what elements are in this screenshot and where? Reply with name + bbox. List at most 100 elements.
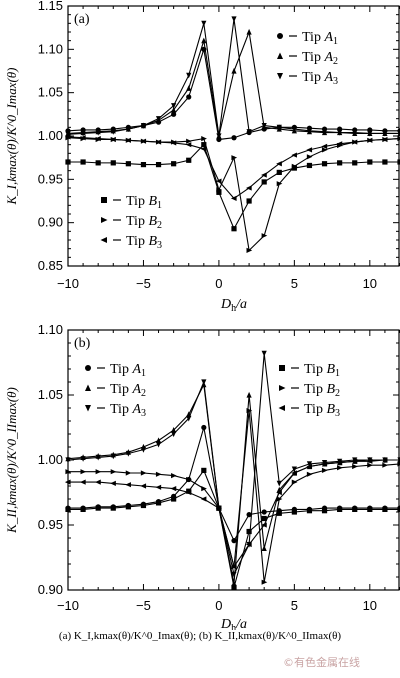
panel-b-legend-tip-b1-marker	[279, 365, 285, 371]
panel-a-series-tip-b2-point	[261, 233, 268, 239]
panel-a-series-tip-a3-point	[306, 128, 313, 134]
panel-b-series-tip-b3-point	[230, 564, 237, 570]
panel-b-series-tip-b1-point	[65, 506, 71, 512]
panel-b-legend-tip-b1-label: Tip B1	[304, 362, 340, 379]
panel-a-series-tip-b3-point	[230, 195, 237, 201]
panel-b-series-tip-b3-point	[381, 457, 388, 463]
panel-a-series-tip-a3-point	[337, 129, 343, 136]
panel-a-series-tip-b3-point	[200, 146, 207, 152]
figure-canvas: −10 −5 0 5 10 0.85 0.90 0.95 1.00 1.05 1.10 1.15 Dh/…	[4, 0, 400, 630]
panel-a-legend-tip-b2-marker	[101, 217, 108, 223]
panel-b-series-tip-b1-point	[352, 506, 358, 512]
panel-b-series-tip-a3-point	[276, 480, 282, 487]
panel-b-series-tip-b1-point	[80, 506, 86, 512]
panel-a-ytick-label: 0.85	[38, 258, 63, 273]
panel-b-series-tip-b1-point	[110, 505, 116, 511]
panel-a-series-tip-b1-point	[231, 226, 237, 232]
panel-b-series-tip-b3-point	[245, 541, 252, 548]
panel-a-series-tip-b3-point	[245, 185, 252, 191]
panel-b-legend-tip-b3-marker	[278, 405, 285, 411]
panel-b-legend-tip-a1-label: Tip A1	[110, 362, 146, 379]
panel-a-series-tip-b3-point	[351, 139, 358, 145]
panel-a-series-tip-b1-point	[352, 160, 358, 166]
panel-a-series-tip-a2-point	[201, 37, 207, 44]
panel-b-series-tip-b1-point	[201, 467, 207, 473]
panel-b-series-tip-a1-point	[246, 511, 252, 518]
panel-b-series-tip-b1-point	[382, 506, 388, 512]
panel-b-series-tip-b1-point	[140, 502, 147, 509]
panel-b-series-tip-b1-point	[276, 510, 282, 516]
panel-a-series-tip-a3-line	[67, 18, 400, 137]
panel-b-series-tip-b1-point	[155, 500, 162, 506]
panel-b-xlabel: Dh/a	[220, 617, 247, 630]
panel-a-series-tip-a3-point	[201, 20, 207, 27]
panel-a-ytick-label: 1.10	[38, 41, 63, 56]
panel-a: −10 −5 0 5 10 0.85 0.90 0.95 1.00 1.05 1.10 1.15 Dh/…	[4, 0, 400, 314]
panel-a-series-tip-b1-point	[321, 161, 328, 167]
panel-b-ytick-label: 1.05	[38, 387, 63, 402]
panel-a-series-tip-a3-point	[110, 129, 116, 135]
panel-b-series-tip-b3-point	[110, 480, 116, 486]
panel-a-series-tip-a3-point	[155, 116, 162, 122]
panel-b-series-tip-a1-point	[261, 509, 267, 515]
panel-a-series-tip-a2-point	[186, 85, 192, 91]
panel-b-series-tip-b1-point	[337, 506, 343, 512]
panel-a-series-tip-a1-point	[171, 111, 177, 117]
panel-a-ytick-label: 0.90	[38, 215, 63, 230]
panel-a-xtick-label: −5	[136, 276, 151, 291]
panel-b-series-tip-b3-point	[200, 496, 207, 502]
panel-a-series-tip-b1-point	[276, 169, 282, 175]
panel-b-series-tip-a3-point	[80, 456, 86, 462]
panel-b-xtick-label: 5	[291, 598, 298, 613]
panel-a-series-tip-b1-point	[261, 179, 267, 185]
panel-a-series-tip-b1-point	[246, 198, 252, 204]
panel-b-series-tip-b3-line	[68, 459, 400, 568]
panel-b-label: (b)	[74, 336, 91, 351]
panel-b-legend-tip-b2-marker	[279, 385, 286, 391]
panel-b-series-tip-a3-point	[65, 457, 71, 464]
panel-b-series-tip-b3-point	[125, 482, 131, 488]
panel-a-series-tip-a3-point	[125, 126, 131, 133]
panel-a-series-tip-a3-point	[231, 16, 237, 23]
panel-b-series-tip-b3-point	[155, 484, 162, 490]
panel-a-series-tip-a1-line	[67, 49, 400, 141]
panel-a-series-tip-b2-line	[67, 137, 400, 252]
panel-b-series-tip-b3-point	[170, 486, 177, 492]
panel-a-series-tip-b3-point	[140, 138, 147, 144]
panel-b-series-tip-b2-point	[95, 469, 102, 475]
panel-a-series-tip-a3-point	[246, 129, 252, 135]
panel-a-series-tip-b1-point	[367, 159, 373, 165]
panel-a-series-tip-b2-point	[321, 147, 328, 153]
panel-b-legend-tip-a2-marker	[85, 384, 91, 391]
panel-a-series-tip-b2-point	[291, 163, 298, 169]
panel-a-series-tip-b3-point	[336, 141, 343, 147]
panel-b-series-tip-b1-point	[306, 508, 313, 514]
panel-b-series-tip-a3-point	[171, 431, 177, 438]
panel-a-label: (a)	[74, 12, 90, 27]
panel-a-series-tip-a3-point	[291, 126, 297, 133]
panel-a-series-tip-b3-point	[306, 147, 313, 153]
panel-b-series-tip-b2-point	[397, 461, 400, 467]
panel-a-legend-tip-b1-marker	[101, 197, 107, 203]
panel-a-series-tip-a2-point	[246, 28, 252, 35]
panel-b-series-tip-b3-point	[95, 479, 101, 485]
panel-a-legend-tip-b3-label: Tip B3	[126, 234, 162, 251]
panel-a-legend-tip-a3-label: Tip A3	[302, 70, 338, 87]
panel-b-ylabel: K_II,kmax(θ)/K^0_IImax(θ)	[4, 387, 19, 534]
panel-b-series-tip-a3-point	[140, 447, 147, 453]
panel-b-ytick-label: 1.00	[38, 452, 63, 467]
panel-a-series-tip-a2-point	[231, 67, 237, 74]
panel-a-series-tip-a3-point	[65, 131, 71, 138]
panel-a-xlabel: Dh/a	[220, 297, 247, 314]
panel-b-series-tip-b2-point	[186, 476, 192, 483]
panel-b-series-tip-a3-point	[95, 454, 101, 461]
panel-b-series-tip-b1-point	[261, 515, 267, 522]
panel-b-series-tip-a3-point	[110, 453, 116, 460]
panel-a-series-tip-b1-point	[95, 160, 101, 166]
panel-a-ytick-label: 0.95	[38, 171, 63, 186]
panel-b-series-tip-b2-point	[125, 470, 132, 476]
panel-a-series-tip-b3-line	[67, 136, 400, 200]
panel-a-series-tip-b3-point	[276, 161, 282, 167]
panel-b-series-tip-b3-point	[396, 458, 400, 462]
panel-b-series-tip-a3-point	[261, 350, 267, 357]
